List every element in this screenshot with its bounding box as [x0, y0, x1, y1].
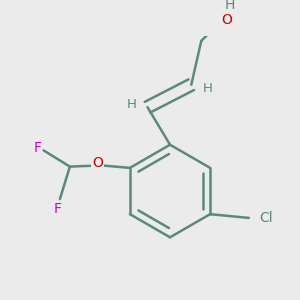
Text: Cl: Cl [259, 211, 272, 225]
Text: O: O [221, 13, 232, 27]
Text: H: H [225, 0, 235, 12]
Text: H: H [126, 98, 136, 111]
Text: F: F [53, 202, 62, 216]
Text: O: O [92, 156, 103, 170]
Text: H: H [202, 82, 212, 95]
Text: F: F [33, 141, 41, 155]
